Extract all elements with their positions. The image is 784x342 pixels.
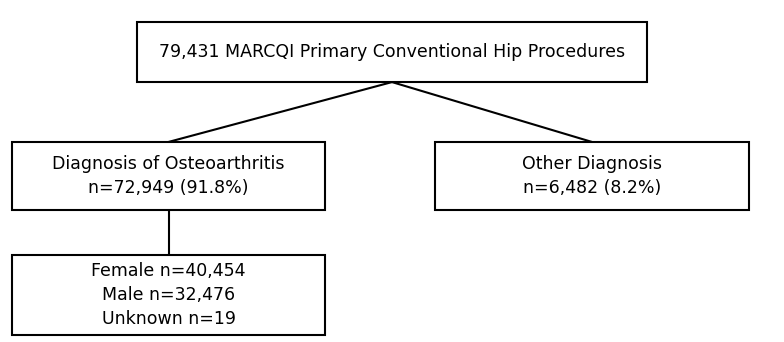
FancyBboxPatch shape	[12, 142, 325, 210]
FancyBboxPatch shape	[435, 142, 749, 210]
Text: Female n=40,454
Male n=32,476
Unknown n=19: Female n=40,454 Male n=32,476 Unknown n=…	[91, 262, 246, 328]
FancyBboxPatch shape	[137, 22, 647, 82]
Text: Diagnosis of Osteoarthritis
n=72,949 (91.8%): Diagnosis of Osteoarthritis n=72,949 (91…	[53, 155, 285, 197]
Text: 79,431 MARCQI Primary Conventional Hip Procedures: 79,431 MARCQI Primary Conventional Hip P…	[159, 43, 625, 61]
FancyBboxPatch shape	[12, 255, 325, 335]
Text: Other Diagnosis
n=6,482 (8.2%): Other Diagnosis n=6,482 (8.2%)	[522, 155, 662, 197]
